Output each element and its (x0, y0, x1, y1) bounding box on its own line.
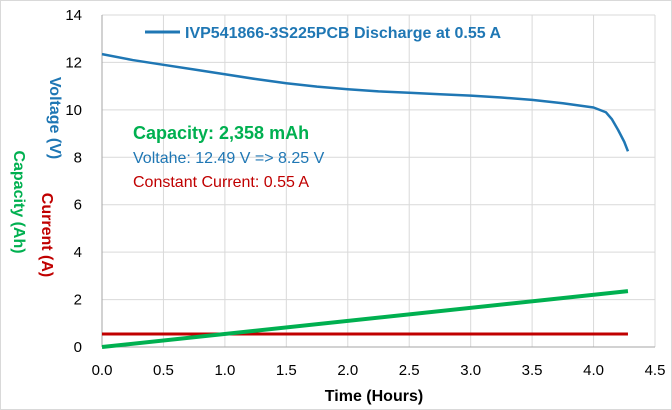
y-tick-label: 12 (65, 54, 82, 71)
y-tick-label: 2 (74, 292, 82, 309)
x-tick-label: 0.5 (153, 362, 174, 379)
y-tick-label: 6 (74, 197, 82, 214)
legend-label-voltage: IVP541866-3S225PCB Discharge at 0.55 A (185, 25, 501, 42)
capacity-annotation: Capacity: 2,358 mAh (133, 123, 309, 143)
y-axis-title-capacity: Capacity (Ah) (10, 150, 27, 253)
x-tick-label: 1.0 (214, 362, 235, 379)
axes (101, 15, 655, 348)
x-tick-label: 4.5 (645, 362, 666, 379)
y-tick-label: 8 (74, 149, 82, 166)
x-tick-label: 0.0 (92, 362, 113, 379)
y-tick-label: 4 (74, 244, 82, 261)
y-tick-label: 10 (65, 102, 82, 119)
current-annotation: Constant Current: 0.55 A (133, 174, 309, 191)
y-tick-label: 0 (74, 339, 82, 356)
x-tick-label: 3.5 (522, 362, 543, 379)
series (101, 52, 630, 349)
y-axis-titles: Voltage (V) Current (A) Capacity (Ah) (10, 77, 63, 277)
y-axis-title-voltage: Voltage (V) (46, 77, 63, 159)
y-axis-title-current: Current (A) (38, 193, 55, 277)
legend: IVP541866-3S225PCB Discharge at 0.55 A (145, 25, 501, 42)
x-tick-label: 3.0 (460, 362, 481, 379)
x-tick-label: 2.5 (399, 362, 420, 379)
x-axis-title: Time (Hours) (325, 388, 423, 405)
y-tick-label: 14 (65, 7, 82, 24)
x-tick-label: 4.0 (583, 362, 604, 379)
series-line-capacity (101, 289, 629, 349)
series-line-voltage (101, 52, 630, 152)
tick-labels: 0.0 0.5 1.0 1.5 2.0 2.5 3.0 3.5 4.0 4.5 0 2 4 6 8 10 12 1… (65, 7, 665, 379)
voltage-annotation: Voltahe: 12.49 V => 8.25 V (133, 150, 325, 167)
x-tick-label: 1.5 (276, 362, 297, 379)
x-tick-label: 2.0 (337, 362, 358, 379)
